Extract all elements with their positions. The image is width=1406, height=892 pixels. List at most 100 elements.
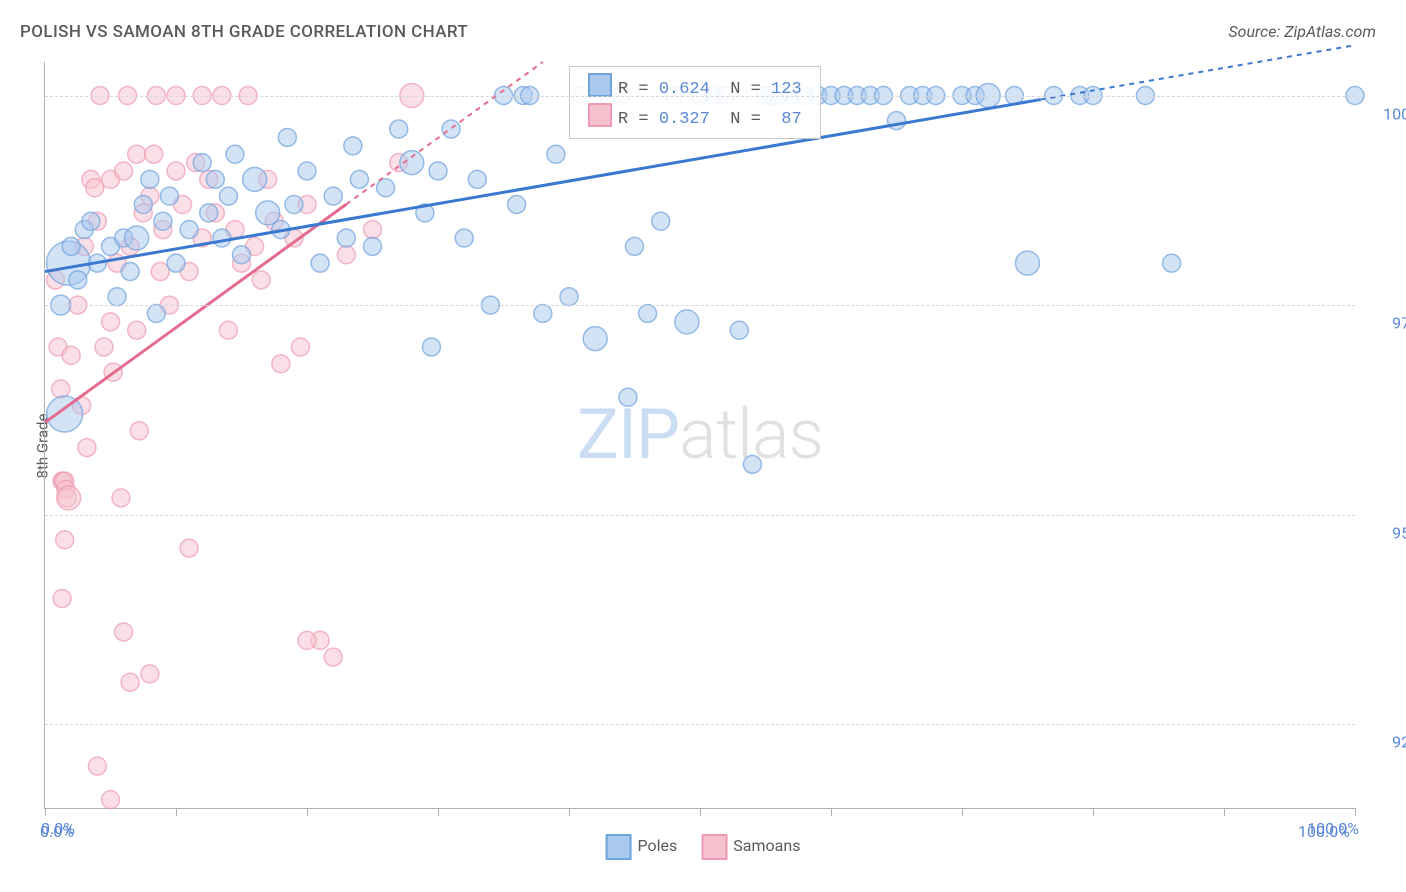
poles-point xyxy=(639,304,657,322)
samoans-point xyxy=(88,757,106,775)
samoans-point xyxy=(53,589,71,607)
samoans-point xyxy=(252,271,270,289)
samoans-point xyxy=(112,489,130,507)
chart-container: POLISH VS SAMOAN 8TH GRADE CORRELATION C… xyxy=(0,0,1406,892)
poles-point xyxy=(508,195,526,213)
poles-point xyxy=(1016,251,1040,275)
y-tick-label: 97.5% xyxy=(1365,314,1406,333)
legend-item-poles: Poles xyxy=(606,834,678,860)
samoans-point xyxy=(364,221,382,239)
legend-label-poles: Poles xyxy=(638,836,678,855)
poles-point xyxy=(219,187,237,205)
samoans-point xyxy=(102,791,120,809)
poles-point xyxy=(243,167,267,191)
chart-svg xyxy=(45,62,1355,808)
gridline xyxy=(45,96,1355,97)
samoans-point xyxy=(337,246,355,264)
poles-point xyxy=(233,246,251,264)
samoans-point xyxy=(102,313,120,331)
poles-point xyxy=(390,120,408,138)
poles-point xyxy=(626,237,644,255)
x-axis-end-label: 0.0% xyxy=(40,822,74,841)
samoans-point xyxy=(115,162,133,180)
poles-point xyxy=(455,229,473,247)
stats-box: R = 0.624 N = 123R = 0.327 N = 87 xyxy=(569,66,821,139)
poles-point xyxy=(121,263,139,281)
poles-point xyxy=(298,162,316,180)
poles-point xyxy=(141,170,159,188)
poles-point xyxy=(206,170,224,188)
poles-point xyxy=(285,195,303,213)
poles-point xyxy=(47,396,83,432)
bottom-legend: Poles Samoans xyxy=(606,834,801,860)
x-tick xyxy=(700,808,701,816)
source-label: Source: ZipAtlas.com xyxy=(1228,22,1376,41)
poles-point xyxy=(652,212,670,230)
poles-point xyxy=(147,304,165,322)
samoans-point xyxy=(291,338,309,356)
samoans-point xyxy=(324,648,342,666)
poles-point xyxy=(429,162,447,180)
samoans-point xyxy=(78,439,96,457)
poles-point xyxy=(534,304,552,322)
legend-swatch-poles xyxy=(606,834,632,860)
poles-point xyxy=(108,288,126,306)
poles-point xyxy=(364,237,382,255)
poles-point xyxy=(62,237,80,255)
x-axis-end-label: 100.0% xyxy=(1298,822,1350,841)
poles-point xyxy=(583,327,607,351)
samoans-point xyxy=(130,422,148,440)
samoans-point xyxy=(219,321,237,339)
poles-point xyxy=(154,212,172,230)
poles-point xyxy=(226,145,244,163)
y-tick-label: 92.5% xyxy=(1365,733,1406,752)
poles-point xyxy=(213,229,231,247)
legend-item-samoans: Samoans xyxy=(701,834,800,860)
poles-point xyxy=(442,120,460,138)
samoans-point xyxy=(141,665,159,683)
poles-point xyxy=(547,145,565,163)
poles-point xyxy=(344,137,362,155)
samoans-point xyxy=(52,380,70,398)
samoans-point xyxy=(167,162,185,180)
poles-point xyxy=(167,254,185,272)
legend-swatch-samoans xyxy=(701,834,727,860)
x-tick xyxy=(176,808,177,816)
x-tick xyxy=(438,808,439,816)
x-tick xyxy=(307,808,308,816)
poles-point xyxy=(311,254,329,272)
poles-point xyxy=(200,204,218,222)
samoans-point xyxy=(62,346,80,364)
poles-point xyxy=(82,212,100,230)
samoans-point xyxy=(272,355,290,373)
samoans-point xyxy=(121,673,139,691)
stats-row-samoans: R = 0.327 N = 87 xyxy=(588,103,802,133)
poles-point xyxy=(675,310,699,334)
plot-area: ZIPatlas R = 0.624 N = 123R = 0.327 N = … xyxy=(44,62,1355,809)
stats-swatch-poles xyxy=(588,73,612,97)
chart-title: POLISH VS SAMOAN 8TH GRADE CORRELATION C… xyxy=(20,22,468,42)
samoans-point xyxy=(298,631,316,649)
x-tick xyxy=(45,808,46,816)
poles-point xyxy=(560,288,578,306)
x-tick xyxy=(1224,808,1225,816)
poles-point xyxy=(468,170,486,188)
poles-point xyxy=(69,271,87,289)
poles-point xyxy=(160,187,178,205)
samoans-point xyxy=(180,539,198,557)
poles-point xyxy=(278,128,296,146)
poles-point xyxy=(730,321,748,339)
poles-point xyxy=(350,170,368,188)
samoans-point xyxy=(145,145,163,163)
x-tick xyxy=(1093,808,1094,816)
samoans-point xyxy=(128,145,146,163)
poles-point xyxy=(324,187,342,205)
samoans-point xyxy=(115,623,133,641)
poles-point xyxy=(180,221,198,239)
poles-point xyxy=(619,388,637,406)
poles-point xyxy=(134,195,152,213)
y-tick-label: 95.0% xyxy=(1365,523,1406,542)
poles-point xyxy=(193,154,211,172)
samoans-point xyxy=(56,531,74,549)
gridline xyxy=(45,724,1355,725)
